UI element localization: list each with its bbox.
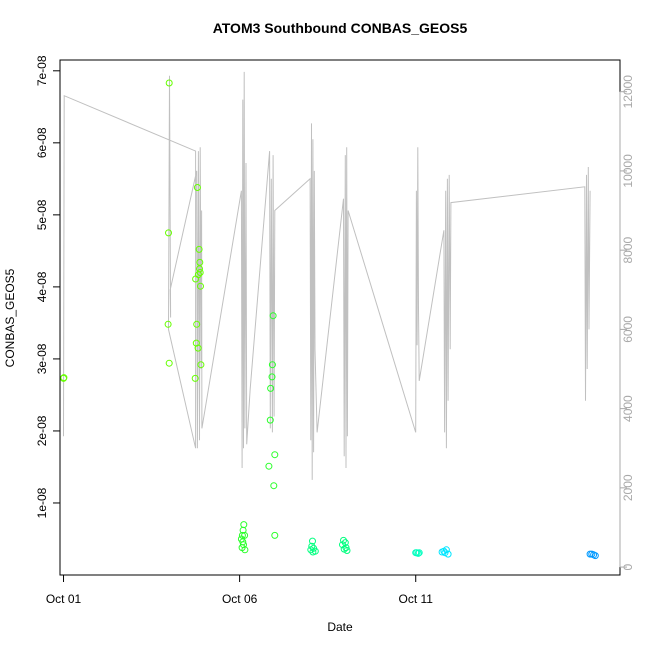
data-point (165, 79, 173, 87)
x-tick-label: Oct 01 (46, 592, 82, 606)
y-tick-label: 6e-08 (35, 127, 49, 158)
right-tick-label: 10000 (621, 154, 635, 188)
data-point (191, 374, 199, 382)
data-point (340, 536, 347, 544)
data-point (309, 548, 317, 556)
altitude-trace (63, 71, 591, 480)
y-tick-label: 3e-08 (35, 343, 49, 374)
right-tick-label: 0 (621, 563, 635, 570)
data-point (240, 521, 248, 529)
data-point (271, 451, 279, 459)
altitude-line (63, 71, 591, 480)
data-point (193, 184, 201, 191)
data-point (343, 547, 351, 554)
data-point (197, 361, 205, 369)
data-point (165, 359, 173, 367)
data-point (265, 462, 273, 470)
plot-frame (59, 59, 621, 576)
right-tick-label: 12000 (621, 75, 635, 109)
data-point (415, 549, 423, 557)
data-point (165, 229, 172, 237)
right-tick-label: 4000 (621, 395, 635, 422)
data-point (238, 531, 246, 539)
y-axis: 1e-08 2e-08 3e-08 4e-08 5e-08 6e-08 7e-08 (35, 55, 61, 518)
data-point (164, 320, 172, 328)
y-axis-label: CONBAS_GEOS5 (3, 268, 17, 367)
x-tick-label: Oct 06 (222, 592, 258, 606)
data-points (60, 79, 599, 560)
x-tick-label: Oct 11 (398, 592, 433, 606)
right-tick-label: 2000 (621, 474, 635, 501)
right-y-axis: 0 2000 4000 6000 8000 10000 12000 (619, 75, 635, 570)
chart-title: ATOM3 Southbound CONBAS_GEOS5 (213, 20, 468, 36)
y-tick-label: 4e-08 (35, 271, 49, 302)
data-point (270, 482, 278, 490)
data-point (309, 537, 316, 545)
y-tick-label: 1e-08 (35, 487, 49, 518)
data-point (271, 531, 279, 539)
data-point (197, 282, 204, 290)
data-point (239, 526, 247, 534)
data-point (267, 384, 275, 392)
data-point (194, 271, 202, 279)
data-point (342, 544, 350, 552)
x-axis-label: Date (327, 620, 353, 634)
data-point (591, 552, 599, 560)
data-point (60, 374, 68, 382)
data-point (268, 373, 276, 381)
data-point (195, 245, 203, 253)
data-point (441, 549, 449, 557)
data-point (194, 344, 202, 352)
data-point (414, 549, 422, 557)
right-tick-label: 6000 (621, 316, 635, 343)
y-tick-label: 2e-08 (35, 415, 49, 446)
data-point (196, 258, 204, 266)
y-tick-label: 7e-08 (35, 55, 49, 86)
data-point (196, 269, 204, 276)
data-point (266, 416, 274, 424)
data-point (269, 312, 277, 320)
y-tick-label: 5e-08 (35, 199, 49, 230)
data-point (268, 361, 276, 369)
x-axis: Oct 01 Oct 06 Oct 11 (46, 574, 433, 606)
data-point (193, 320, 201, 328)
right-tick-label: 8000 (621, 237, 635, 264)
data-point (307, 546, 315, 554)
data-point (241, 546, 249, 554)
